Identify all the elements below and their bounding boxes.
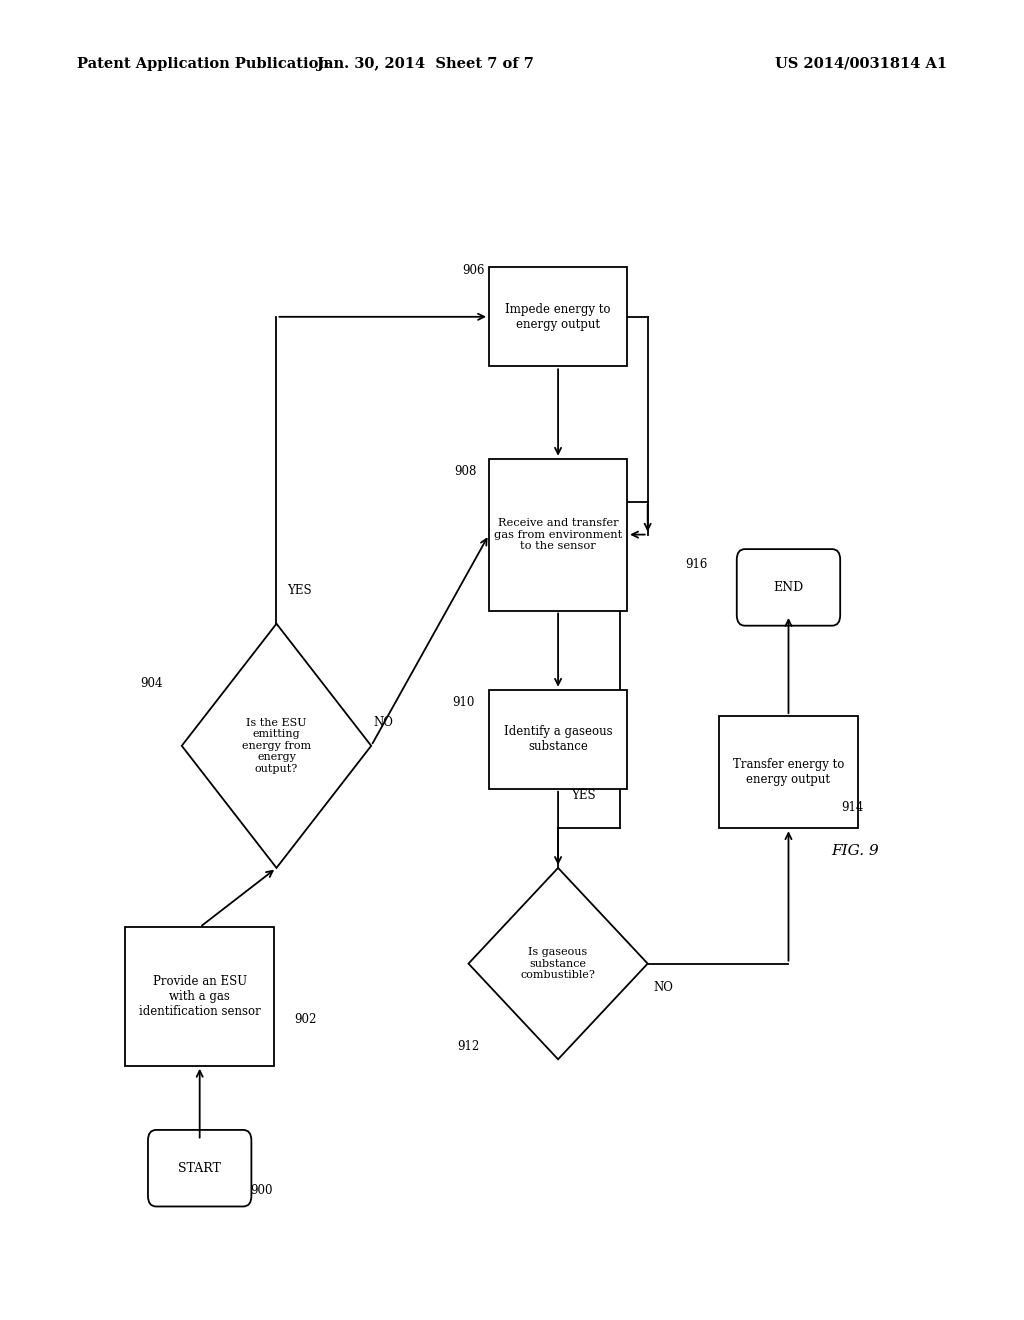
Bar (489, 689, 627, 788)
Text: NO: NO (653, 981, 673, 994)
Text: Transfer energy to
energy output: Transfer energy to energy output (733, 758, 844, 787)
Text: Impede energy to
energy output: Impede energy to energy output (505, 302, 611, 331)
Text: 906: 906 (462, 264, 484, 277)
Bar (489, 459, 627, 610)
Text: Jan. 30, 2014  Sheet 7 of 7: Jan. 30, 2014 Sheet 7 of 7 (316, 57, 534, 71)
FancyBboxPatch shape (737, 549, 840, 626)
Text: Is gaseous
substance
combustible?: Is gaseous substance combustible? (520, 946, 596, 981)
Text: 916: 916 (685, 558, 708, 572)
FancyBboxPatch shape (147, 1130, 252, 1206)
Text: 904: 904 (140, 677, 163, 690)
Text: START: START (178, 1162, 221, 1175)
Text: 910: 910 (453, 696, 475, 709)
Text: END: END (773, 581, 804, 594)
Text: 914: 914 (841, 801, 863, 814)
Bar (719, 715, 858, 829)
Text: US 2014/0031814 A1: US 2014/0031814 A1 (775, 57, 947, 71)
Text: 908: 908 (455, 465, 477, 478)
Polygon shape (469, 869, 648, 1059)
Text: Provide an ESU
with a gas
identification sensor: Provide an ESU with a gas identification… (139, 975, 260, 1018)
Text: Receive and transfer
gas from environment
to the sensor: Receive and transfer gas from environmen… (494, 517, 623, 552)
Text: Is the ESU
emitting
energy from
energy
output?: Is the ESU emitting energy from energy o… (242, 718, 311, 774)
Text: 900: 900 (250, 1184, 272, 1197)
Text: 912: 912 (457, 1040, 479, 1053)
Polygon shape (182, 624, 372, 869)
Text: NO: NO (374, 715, 393, 729)
Text: YES: YES (287, 585, 311, 597)
Text: Patent Application Publication: Patent Application Publication (77, 57, 329, 71)
Text: FIG. 9: FIG. 9 (831, 845, 879, 858)
Bar (126, 928, 274, 1067)
Text: 902: 902 (294, 1012, 316, 1026)
Text: Identify a gaseous
substance: Identify a gaseous substance (504, 725, 612, 754)
Bar (489, 267, 627, 366)
Text: YES: YES (571, 789, 596, 801)
